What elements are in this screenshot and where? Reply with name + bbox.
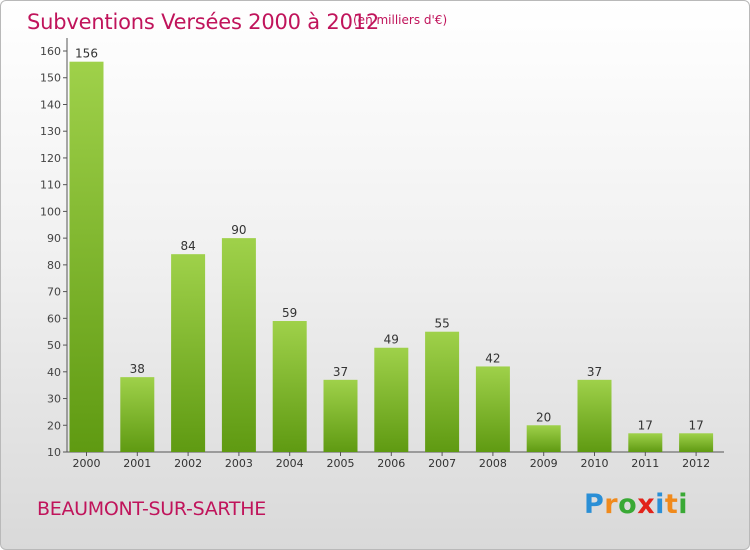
bar (679, 433, 714, 452)
bar (221, 238, 256, 452)
logo-letter: i (655, 489, 665, 520)
bar-value-label: 59 (282, 306, 297, 320)
y-tick-label: 50 (47, 339, 61, 352)
bar (526, 425, 561, 452)
logo-letter: t (664, 489, 679, 520)
y-tick-label: 150 (40, 72, 61, 85)
bar (475, 366, 510, 452)
bar (120, 377, 155, 452)
y-tick-label: 90 (47, 232, 61, 245)
bar (425, 331, 460, 452)
x-tick-label: 2012 (682, 457, 710, 470)
y-tick-label: 100 (40, 205, 61, 218)
y-tick-label: 120 (40, 152, 61, 165)
bar-value-label: 20 (536, 410, 551, 424)
x-tick-label: 2007 (428, 457, 456, 470)
bar-value-label: 42 (485, 351, 500, 365)
bar-value-label: 38 (130, 362, 145, 376)
bar (272, 321, 307, 452)
bar (374, 347, 409, 452)
logo-letter: x (637, 489, 656, 520)
y-tick-label: 130 (40, 125, 61, 138)
logo-letter: P (584, 489, 605, 520)
y-tick-label: 160 (40, 45, 61, 58)
x-tick-label: 2009 (530, 457, 558, 470)
y-tick-label: 30 (47, 393, 61, 406)
y-tick-label: 20 (47, 419, 61, 432)
proxiti-logo[interactable]: Proxiti (584, 489, 688, 520)
bar (323, 379, 358, 452)
y-tick-label: 70 (47, 286, 61, 299)
y-tick-label: 40 (47, 366, 61, 379)
bar (577, 379, 612, 452)
bar-value-label: 156 (75, 47, 98, 61)
bar-value-label: 49 (384, 333, 399, 347)
bar-value-label: 17 (688, 418, 703, 432)
x-tick-label: 2004 (276, 457, 304, 470)
x-tick-label: 2011 (631, 457, 659, 470)
x-tick-label: 2006 (377, 457, 405, 470)
x-tick-label: 2000 (73, 457, 101, 470)
y-tick-label: 140 (40, 98, 61, 111)
bar (628, 433, 663, 452)
chart-subtitle: (en milliers d'€) (353, 13, 448, 27)
bar-value-label: 37 (333, 365, 348, 379)
bar-value-label: 55 (434, 317, 449, 331)
x-tick-label: 2003 (225, 457, 253, 470)
logo-letter: r (604, 489, 619, 520)
bar-value-label: 84 (180, 239, 195, 253)
bar (69, 61, 104, 453)
y-tick-label: 110 (40, 179, 61, 192)
logo-letter: o (618, 489, 638, 520)
bar-value-label: 17 (638, 418, 653, 432)
x-tick-label: 2010 (581, 457, 609, 470)
y-tick-label: 80 (47, 259, 61, 272)
y-tick-label: 10 (47, 446, 61, 459)
commune-name: BEAUMONT-SUR-SARTHE (37, 498, 266, 520)
x-tick-label: 2005 (327, 457, 355, 470)
bar-value-label: 37 (587, 365, 602, 379)
bar (171, 254, 206, 452)
x-tick-label: 2002 (174, 457, 202, 470)
logo-letter: i (678, 489, 689, 520)
chart-title: Subventions Versées 2000 à 2012 (27, 10, 380, 34)
x-tick-label: 2008 (479, 457, 507, 470)
bar-value-label: 90 (231, 223, 246, 237)
y-tick-label: 60 (47, 312, 61, 325)
x-tick-label: 2001 (123, 457, 151, 470)
